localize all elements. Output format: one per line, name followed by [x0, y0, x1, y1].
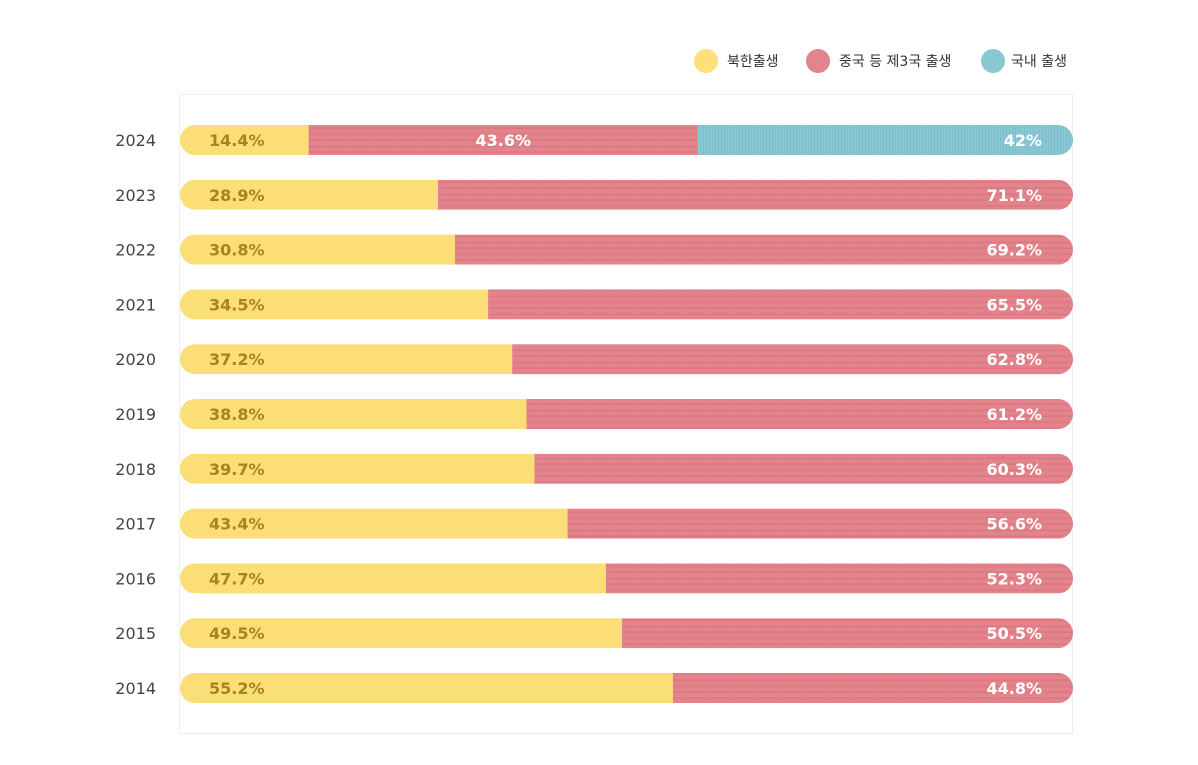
bar-segment-third-country-2016 [605, 563, 1073, 594]
data-label-north-korea-2019: 38.8% [209, 405, 265, 424]
bar-segment-third-country-2023 [438, 179, 1073, 210]
data-label-third-country-2023: 71.1% [986, 186, 1042, 205]
bar-segment-north-korea-2020 [180, 344, 513, 375]
legend-label-third-country: 중국 등 제3국 출생 [839, 54, 951, 70]
bar-segment-domestic-2024 [697, 125, 1073, 155]
year-label: 2019 [115, 405, 156, 424]
bar-segment-third-country-2015 [622, 618, 1073, 649]
bar-row-2014: 2014 55.2% 44.8% [115, 673, 1073, 703]
data-label-third-country-2015: 50.5% [986, 624, 1042, 643]
bar-row-2021: 2021 34.5% 65.5% [115, 289, 1073, 320]
bar-segment-north-korea-2021 [180, 289, 489, 320]
data-label-north-korea-2014: 55.2% [209, 679, 265, 698]
data-label-north-korea-2018: 39.7% [209, 460, 265, 479]
bar-segment-north-korea-2023 [180, 179, 439, 210]
year-label: 2021 [115, 295, 156, 314]
bar-row-2017: 2017 43.4% 56.6% [115, 508, 1073, 539]
year-label: 2016 [115, 569, 156, 588]
bar-row-2018: 2018 39.7% 60.3% [115, 453, 1073, 484]
bar-segment-north-korea-2022 [180, 234, 456, 265]
year-label: 2020 [115, 350, 156, 369]
bar-segment-north-korea-2018 [180, 453, 535, 484]
bar-segment-third-country-2017 [567, 508, 1073, 539]
data-label-third-country-2019: 61.2% [986, 405, 1042, 424]
data-label-north-korea-2016: 47.7% [209, 569, 265, 588]
bar-segment-third-country-2021 [488, 289, 1073, 320]
bar-row-2020: 2020 37.2% 62.8% [115, 344, 1073, 375]
data-label-third-country-2021: 65.5% [986, 295, 1042, 314]
data-label-third-country-2017: 56.6% [986, 515, 1042, 534]
bar-segment-north-korea-2017 [180, 508, 568, 539]
legend-swatch-domestic [981, 49, 1005, 73]
bar-segment-north-korea-2014 [180, 673, 673, 703]
data-label-north-korea-2021: 34.5% [209, 295, 265, 314]
data-label-third-country-2016: 52.3% [986, 569, 1042, 588]
year-label: 2018 [115, 460, 156, 479]
bar-segment-north-korea-2016 [180, 563, 606, 594]
bar-segment-north-korea-2024 [180, 125, 309, 155]
year-label: 2023 [115, 186, 156, 205]
legend-swatch-north-korea [694, 49, 718, 73]
bar-segment-third-country-2020 [512, 344, 1073, 375]
data-label-third-country-2024: 43.6% [476, 131, 532, 150]
bar-row-2024: 2024 14.4% 43.6% 42% [115, 125, 1073, 155]
data-label-north-korea-2020: 37.2% [209, 350, 265, 369]
data-label-north-korea-2024: 14.4% [209, 131, 265, 150]
legend-swatch-third-country [806, 49, 830, 73]
bar-segment-north-korea-2019 [180, 399, 527, 429]
bars: 2024 14.4% 43.6% 42% 2023 28.9% 71.1% 2022 30.8%… [115, 125, 1073, 703]
bar-row-2019: 2019 38.8% 61.2% [115, 399, 1073, 429]
bar-row-2022: 2022 30.8% 69.2% [115, 234, 1073, 265]
bar-row-2023: 2023 28.9% 71.1% [115, 179, 1073, 210]
bar-segment-north-korea-2015 [180, 618, 623, 649]
legend-label-north-korea: 북한출생 [727, 54, 779, 70]
data-label-third-country-2022: 69.2% [986, 241, 1042, 260]
data-label-third-country-2020: 62.8% [986, 350, 1042, 369]
data-label-third-country-2018: 60.3% [986, 460, 1042, 479]
bar-segment-third-country-2019 [526, 399, 1073, 429]
data-label-domestic-2024: 42% [1004, 131, 1042, 150]
bar-segment-third-country-2022 [455, 234, 1073, 265]
data-label-north-korea-2022: 30.8% [209, 241, 265, 260]
bar-row-2015: 2015 49.5% 50.5% [115, 618, 1073, 649]
bar-segment-third-country-2014 [672, 673, 1073, 703]
year-label: 2015 [115, 624, 156, 643]
data-label-north-korea-2015: 49.5% [209, 624, 265, 643]
legend: 북한출생 중국 등 제3국 출생 국내 출생 [694, 49, 1067, 73]
bar-segment-third-country-2018 [534, 453, 1073, 484]
year-label: 2022 [115, 241, 156, 260]
legend-label-domestic: 국내 출생 [1011, 54, 1067, 70]
bar-row-2016: 2016 47.7% 52.3% [115, 563, 1073, 594]
bar-segment-third-country-2024 [308, 125, 698, 155]
data-label-north-korea-2023: 28.9% [209, 186, 265, 205]
year-label: 2017 [115, 515, 156, 534]
year-label: 2024 [115, 131, 156, 150]
year-label: 2014 [115, 679, 156, 698]
data-label-north-korea-2017: 43.4% [209, 515, 265, 534]
data-label-third-country-2014: 44.8% [986, 679, 1042, 698]
